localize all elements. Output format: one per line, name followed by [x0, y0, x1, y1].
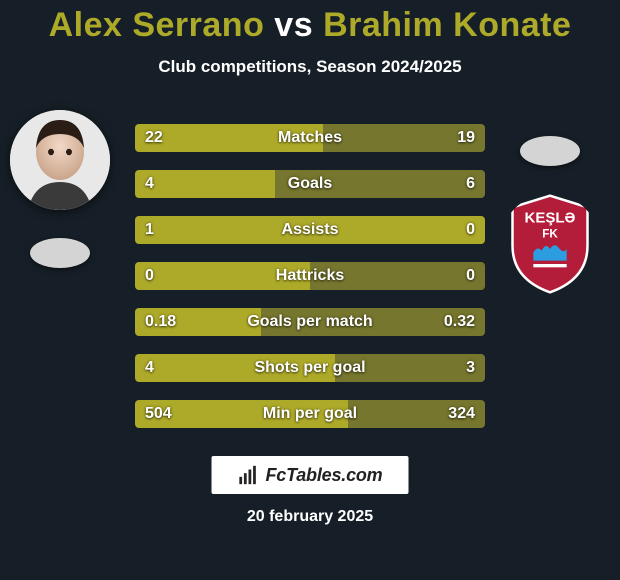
stat-row: 4 6 Goals: [135, 170, 485, 198]
stat-label: Min per goal: [263, 405, 357, 423]
stat-row: 4 3 Shots per goal: [135, 354, 485, 382]
stat-value-left: 4: [145, 175, 154, 193]
crest-subtext: FK: [542, 227, 558, 240]
stat-value-right: 0.32: [444, 313, 475, 331]
stat-row: 1 0 Assists: [135, 216, 485, 244]
crest-text: KEŞLƏ: [525, 209, 576, 226]
stat-value-right: 0: [466, 267, 475, 285]
chart-icon: [238, 464, 260, 486]
title-vs: vs: [274, 6, 313, 44]
page-title: Alex Serrano vs Brahim Konate: [0, 0, 620, 45]
stat-row: 0.18 0.32 Goals per match: [135, 308, 485, 336]
title-player1: Alex Serrano: [49, 6, 265, 44]
stat-value-left: 0.18: [145, 313, 176, 331]
player-left-block: [10, 110, 110, 268]
stat-value-right: 0: [466, 221, 475, 239]
stat-label: Hattricks: [276, 267, 344, 285]
stat-row: 504 324 Min per goal: [135, 400, 485, 428]
stat-value-right: 6: [466, 175, 475, 193]
player-right-block: KEŞLƏ FK: [500, 136, 600, 294]
stat-value-right: 19: [457, 129, 475, 147]
stat-row: 0 0 Hattricks: [135, 262, 485, 290]
site-logo: FcTables.com: [212, 456, 409, 494]
stat-label: Shots per goal: [254, 359, 365, 377]
stat-label: Assists: [282, 221, 339, 239]
club-crest-icon: KEŞLƏ FK: [500, 194, 600, 294]
player-left-avatar: [10, 110, 110, 210]
footer-date: 20 february 2025: [247, 508, 373, 526]
stat-value-right: 3: [466, 359, 475, 377]
stat-bar-left: [135, 170, 275, 198]
stat-value-right: 324: [448, 405, 475, 423]
site-logo-text: FcTables.com: [266, 465, 383, 486]
stat-value-left: 0: [145, 267, 154, 285]
stat-row: 22 19 Matches: [135, 124, 485, 152]
player-right-crest: KEŞLƏ FK: [500, 194, 600, 294]
stat-value-left: 4: [145, 359, 154, 377]
crest-divider: [533, 264, 566, 267]
stat-label: Matches: [278, 129, 342, 147]
content-root: Alex Serrano vs Brahim Konate Club compe…: [0, 0, 620, 580]
stat-value-left: 1: [145, 221, 154, 239]
player-right-flag: [520, 136, 580, 166]
stat-label: Goals per match: [247, 313, 372, 331]
title-player2: Brahim Konate: [323, 6, 571, 44]
avatar-placeholder-icon: [10, 110, 110, 210]
stats-bars: 22 19 Matches 4 6 Goals 1 0 Assists 0 0 Hattricks 0.…: [135, 124, 485, 428]
stat-value-left: 504: [145, 405, 172, 423]
subtitle: Club competitions, Season 2024/2025: [0, 57, 620, 77]
player-left-flag: [30, 238, 90, 268]
stat-label: Goals: [288, 175, 332, 193]
stat-value-left: 22: [145, 129, 163, 147]
